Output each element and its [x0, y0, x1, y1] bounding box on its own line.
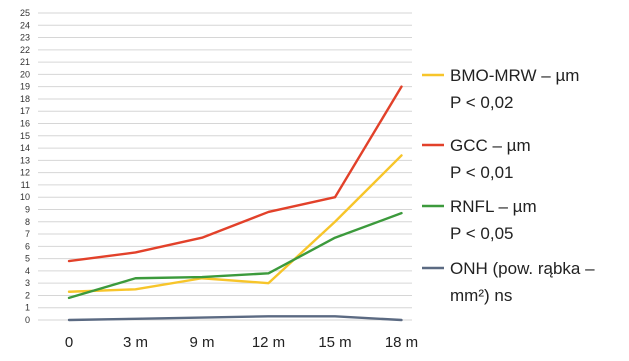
y-axis-ticks: 0123456789101112131415161718192021222324…	[20, 8, 30, 325]
y-tick-label: 3	[25, 278, 30, 288]
x-axis-ticks: 0 3 m 9 m 12 m 15 m 18 m	[65, 334, 418, 351]
y-tick-label: 10	[20, 192, 30, 202]
legend-sublabel: P < 0,05	[450, 224, 514, 243]
y-tick-label: 9	[25, 204, 30, 214]
y-tick-label: 2	[25, 290, 30, 300]
y-tick-label: 5	[25, 254, 30, 264]
x-tick-label: 0	[65, 334, 73, 351]
x-tick-label: 12 m	[252, 334, 285, 351]
legend-label: GCC – µm	[450, 136, 531, 155]
series-lines	[67, 85, 403, 322]
legend: BMO-MRW – µm P < 0,02 GCC – µm P < 0,01 RNFL…	[422, 66, 595, 305]
y-tick-label: 16	[20, 119, 30, 129]
y-tick-label: 1	[25, 303, 30, 313]
gridlines	[38, 12, 412, 321]
y-tick-label: 12	[20, 168, 30, 178]
series-line	[67, 154, 403, 293]
x-tick-label: 15 m	[318, 334, 351, 351]
y-tick-label: 25	[20, 8, 30, 18]
legend-sublabel: P < 0,01	[450, 163, 514, 182]
x-tick-label: 9 m	[189, 334, 214, 351]
y-tick-label: 7	[25, 229, 30, 239]
y-tick-label: 21	[20, 57, 30, 67]
legend-sublabel: P < 0,02	[450, 93, 514, 112]
legend-label: RNFL – µm	[450, 197, 537, 216]
y-tick-label: 18	[20, 94, 30, 104]
legend-sublabel: mm²) ns	[450, 286, 512, 305]
y-tick-label: 20	[20, 69, 30, 79]
x-tick-label: 18 m	[385, 334, 418, 351]
y-tick-label: 13	[20, 155, 30, 165]
legend-label: ONH (pow. rąbka –	[450, 259, 595, 278]
series-line	[67, 211, 403, 300]
y-tick-label: 8	[25, 217, 30, 227]
y-tick-label: 4	[25, 266, 30, 276]
y-tick-label: 0	[25, 315, 30, 325]
y-tick-label: 15	[20, 131, 30, 141]
y-tick-label: 23	[20, 33, 30, 43]
y-tick-label: 19	[20, 82, 30, 92]
series-line	[67, 315, 403, 322]
y-tick-label: 11	[21, 180, 30, 190]
y-tick-label: 17	[20, 106, 30, 116]
y-tick-label: 6	[25, 241, 30, 251]
series-line	[67, 85, 403, 263]
y-tick-label: 24	[20, 20, 30, 30]
y-tick-label: 22	[20, 45, 30, 55]
x-tick-label: 3 m	[123, 334, 148, 351]
legend-label: BMO-MRW – µm	[450, 66, 579, 85]
y-tick-label: 14	[20, 143, 30, 153]
